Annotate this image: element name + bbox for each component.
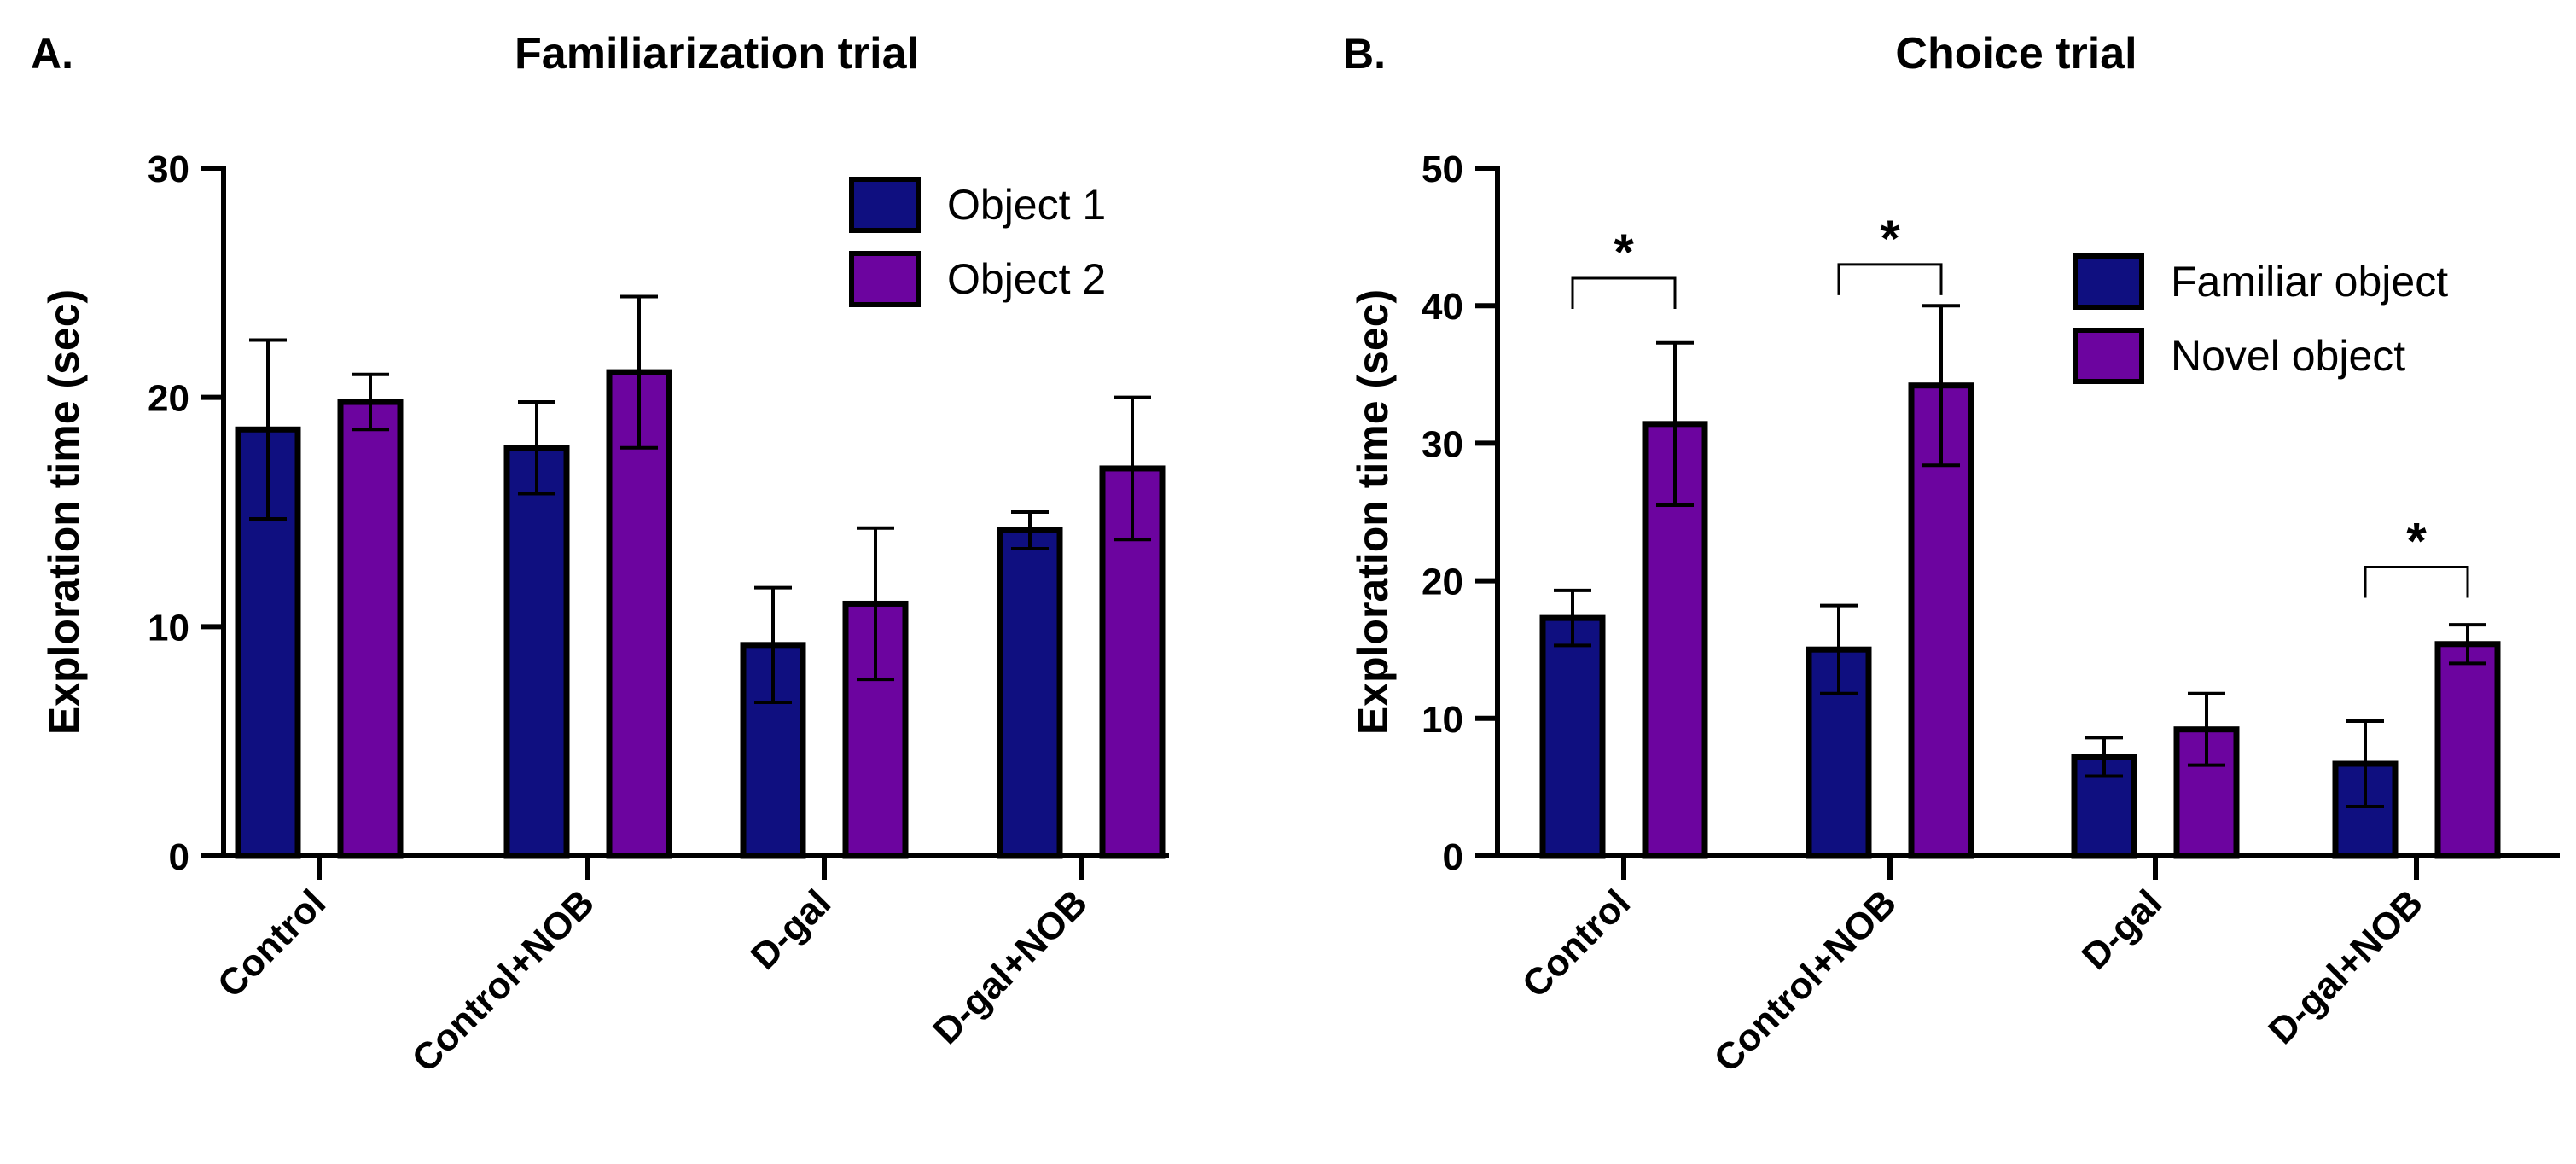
bar-object-2 [337, 399, 404, 859]
x-tick-label: D-gal [2074, 882, 2170, 977]
y-tick-label: 10 [1422, 699, 1463, 741]
chart-panel-1: B. Choice trial Exploration time (sec) 0 10 2… [1343, 29, 2560, 1080]
legend-swatch [849, 251, 921, 307]
y-tick-label: 0 [1443, 836, 1463, 878]
y-tick-label: 20 [1422, 562, 1463, 603]
bar-object-1 [997, 527, 1063, 859]
legend-swatch [2073, 253, 2144, 310]
x-tick-label: Control+NOB [1707, 882, 1905, 1080]
bar-familiar-object [1539, 614, 1606, 859]
legend-label: Novel object [2171, 332, 2405, 380]
bar-object-1 [503, 445, 570, 859]
legend-swatch [849, 177, 921, 233]
x-tick-label: D-gal+NOB [2260, 882, 2431, 1052]
significance-star: * [1614, 224, 1634, 281]
y-tick-label: 50 [1422, 148, 1463, 190]
legend-swatch [2073, 328, 2144, 384]
x-tick-label: D-gal [743, 882, 839, 977]
legend: Familiar object Novel object [2073, 253, 2448, 384]
legend-label: Object 1 [947, 181, 1106, 229]
y-tick-label: 20 [148, 378, 189, 420]
significance-bracket [1837, 263, 1943, 295]
x-tick-label: Control [1515, 882, 1638, 1005]
x-tick-label: Control+NOB [404, 882, 603, 1080]
legend: Object 1 Object 2 [849, 177, 1106, 307]
chart-title: Familiarization trial [515, 29, 919, 79]
y-tick-label: 10 [148, 607, 189, 649]
chart-panel-0: A. Familiarization trial Exploration time … [31, 29, 1169, 1080]
legend-label: Familiar object [2171, 258, 2448, 306]
panel-label: B. [1343, 30, 1386, 78]
y-tick-label: 40 [1422, 286, 1463, 328]
y-tick-label: 30 [148, 148, 189, 190]
significance-bracket [2364, 565, 2469, 598]
x-tick-label: D-gal+NOB [925, 882, 1096, 1052]
y-axis-label: Exploration time (sec) [1349, 289, 1397, 735]
y-axis-label: Exploration time (sec) [40, 289, 88, 735]
significance-star: * [2406, 512, 2427, 569]
y-tick-label: 0 [169, 836, 189, 878]
chart-title: Choice trial [1895, 29, 2137, 79]
panel-label: A. [31, 30, 73, 78]
significance-bracket [1571, 276, 1677, 309]
y-tick-label: 30 [1422, 423, 1463, 465]
legend-label: Object 2 [947, 255, 1106, 303]
bar-novel-object [2434, 641, 2501, 859]
x-tick-label: Control [210, 882, 334, 1005]
significance-star: * [1880, 210, 1900, 267]
